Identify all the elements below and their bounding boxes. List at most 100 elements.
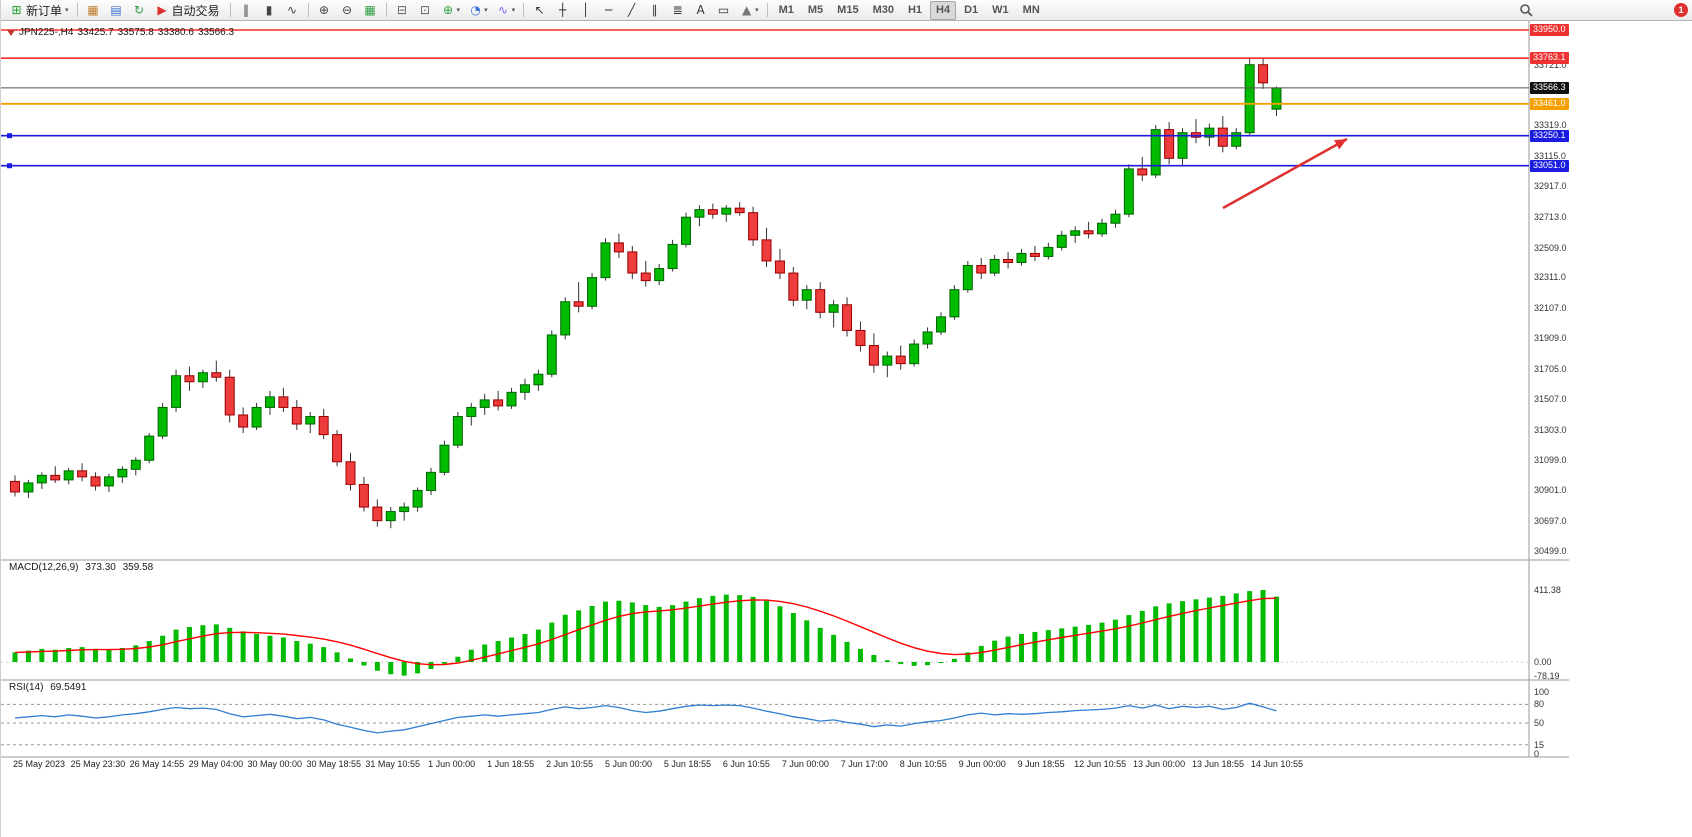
candle-down[interactable] [613, 242, 624, 253]
candle-up[interactable] [452, 415, 463, 446]
candle-up[interactable] [1097, 222, 1108, 235]
candle-up[interactable] [157, 406, 168, 437]
horizontal-line-icon[interactable]: ─ [598, 1, 619, 20]
search-icon[interactable] [1519, 3, 1533, 17]
candle-down[interactable] [332, 434, 343, 463]
label-icon[interactable]: ▭ [713, 1, 734, 20]
zoom-out-icon[interactable]: ⊖ [337, 1, 358, 20]
candle-down[interactable] [211, 372, 222, 378]
candle-up[interactable] [533, 373, 544, 386]
candle-down[interactable] [1217, 127, 1228, 147]
candle-up[interactable] [63, 470, 74, 481]
candle-up[interactable] [103, 476, 114, 487]
candle-up[interactable] [23, 482, 34, 493]
candle-up[interactable] [801, 289, 812, 301]
candle-up[interactable] [1070, 230, 1081, 236]
crosshair-icon[interactable]: ┼ [552, 1, 573, 20]
arrange-windows-icon[interactable]: ⊟ [392, 1, 413, 20]
candle-down[interactable] [1137, 168, 1148, 176]
periods-icon[interactable]: ◔ ▾ [465, 1, 491, 20]
autotrading-button[interactable]: ▶ 自动交易 [152, 1, 225, 20]
candle-down[interactable] [318, 415, 329, 436]
candle-up[interactable] [935, 316, 946, 333]
candle-down[interactable] [1164, 129, 1175, 159]
candle-up[interactable] [1204, 127, 1215, 138]
candle-down[interactable] [238, 414, 249, 428]
line-anchor-handle[interactable] [7, 133, 12, 139]
candle-up[interactable] [1177, 132, 1188, 159]
fibonacci-icon[interactable]: ≣ [667, 1, 688, 20]
candle-down[interactable] [707, 209, 718, 215]
candle-down[interactable] [868, 345, 879, 366]
candle-down[interactable] [774, 260, 785, 274]
candle-up[interactable] [466, 406, 477, 417]
candle-down[interactable] [1258, 64, 1269, 84]
candle-up[interactable] [1043, 246, 1054, 257]
timeframe-mn[interactable]: MN [1017, 1, 1046, 20]
candle-down[interactable] [1083, 230, 1094, 235]
timeframe-h4[interactable]: H4 [930, 0, 957, 20]
candle-up[interactable] [882, 355, 893, 366]
candle-down[interactable] [976, 265, 987, 274]
timeframe-d1[interactable]: D1 [958, 1, 984, 20]
refresh-icon[interactable]: ↻ [129, 1, 150, 20]
candle-down[interactable] [291, 406, 302, 425]
candle-down[interactable] [855, 329, 866, 347]
timeframe-m30[interactable]: M30 [867, 1, 900, 20]
candle-up[interactable] [681, 216, 691, 245]
candle-down[interactable] [788, 272, 799, 301]
new-order-button[interactable]: ⊞ 新订单 ▾ [6, 1, 72, 20]
timeframe-m1[interactable]: M1 [773, 1, 800, 20]
shapes-icon[interactable]: ▲ ▾ [736, 1, 762, 20]
candle-up[interactable] [828, 304, 839, 313]
candle-down[interactable] [573, 301, 584, 307]
candle-up[interactable] [962, 265, 973, 291]
candle-up[interactable] [1271, 87, 1282, 110]
candle-up[interactable] [1150, 129, 1161, 176]
candle-up[interactable] [1123, 168, 1134, 215]
templates-icon[interactable]: ∿ ▾ [493, 1, 519, 20]
candle-down[interactable] [493, 399, 504, 407]
candle-up[interactable] [721, 207, 732, 215]
candle-up[interactable] [546, 334, 557, 375]
candle-down[interactable] [842, 304, 853, 331]
candle-up[interactable] [587, 277, 598, 307]
candle-up[interactable] [506, 391, 517, 407]
candle-down[interactable] [372, 506, 383, 522]
timeframe-m15[interactable]: M15 [831, 1, 864, 20]
zoom-in-icon[interactable]: ⊕ [314, 1, 335, 20]
candle-up[interactable] [600, 242, 611, 279]
candle-up[interactable] [949, 289, 960, 318]
candle-down[interactable] [761, 239, 772, 262]
candle-down[interactable] [734, 207, 745, 214]
candle-down[interactable] [278, 396, 289, 408]
candle-down[interactable] [358, 483, 369, 508]
candle-up[interactable] [1016, 252, 1027, 263]
candle-up[interactable] [1231, 132, 1242, 147]
candle-down[interactable] [627, 251, 638, 274]
candle-up[interactable] [36, 474, 47, 484]
candle-up[interactable] [519, 384, 530, 393]
candle-down[interactable] [815, 289, 826, 313]
profiles-icon[interactable]: ▤ [106, 1, 127, 20]
vertical-line-icon[interactable]: │ [575, 1, 596, 20]
candle-up[interactable] [385, 511, 396, 522]
candle-down[interactable] [895, 355, 906, 365]
candle-down[interactable] [90, 476, 101, 487]
candle-up[interactable] [197, 372, 208, 383]
candle-up[interactable] [251, 406, 262, 428]
candle-down[interactable] [1003, 258, 1014, 263]
candle-down[interactable] [10, 480, 20, 493]
candle-up[interactable] [989, 258, 1000, 274]
candle-down[interactable] [184, 375, 195, 383]
candle-up[interactable] [117, 468, 128, 478]
trendline-icon[interactable]: ╱ [621, 1, 642, 20]
open-chart-icon[interactable]: ▦ [83, 1, 104, 20]
candle-down[interactable] [748, 212, 759, 241]
candle-up[interactable] [694, 209, 705, 218]
candle-up[interactable] [560, 301, 571, 336]
candle-up[interactable] [479, 399, 490, 408]
candle-up[interactable] [909, 343, 920, 365]
candle-up[interactable] [667, 243, 678, 270]
